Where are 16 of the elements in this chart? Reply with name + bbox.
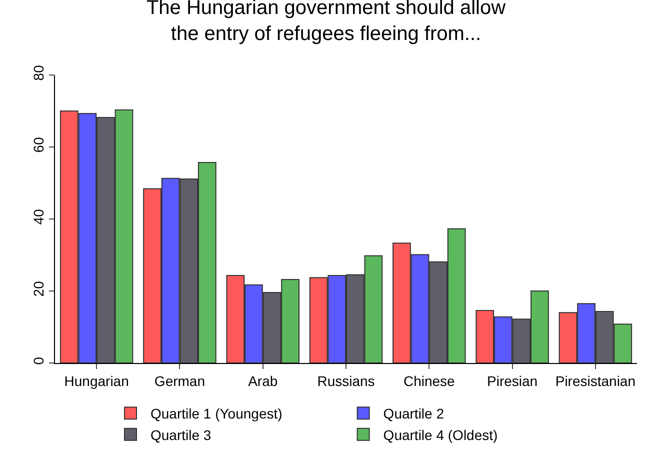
- legend-label: Quartile 1 (Youngest): [150, 406, 282, 422]
- x-tick-label: Piresian: [486, 372, 538, 389]
- y-tick-label: 40: [30, 208, 46, 225]
- legend-label: Quartile 4 (Oldest): [383, 426, 498, 443]
- x-tick-label: Russians: [317, 372, 375, 389]
- legend-label: Quartile 3: [150, 426, 212, 443]
- x-tick-label: Hungarian: [64, 372, 129, 389]
- y-tick-label: 0: [30, 356, 46, 365]
- legend-label: Quartile 2: [383, 406, 444, 422]
- x-tick-label: German: [154, 372, 205, 389]
- y-tick-label: 80: [30, 64, 46, 81]
- x-tick-label: Chinese: [403, 372, 456, 389]
- y-tick-label: 60: [30, 136, 46, 153]
- x-tick-label: Piresistanian: [555, 372, 636, 389]
- x-tick-label: Arab: [248, 372, 278, 389]
- y-tick-label: 20: [30, 280, 46, 297]
